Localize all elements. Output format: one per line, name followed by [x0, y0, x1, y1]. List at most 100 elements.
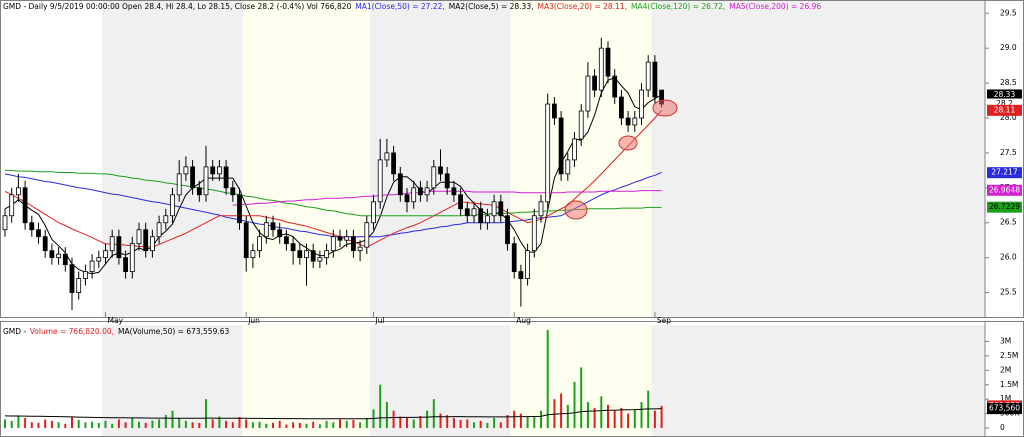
- candle-body: [471, 208, 477, 217]
- volume-bar: [104, 420, 107, 429]
- candle-body: [83, 271, 88, 279]
- volume-bar: [71, 416, 73, 429]
- legend-entry: MA5(Close,200) = 26.96: [729, 2, 821, 11]
- candle-body: [377, 159, 383, 203]
- volume-bar: [653, 410, 656, 429]
- candle-body: [196, 187, 202, 196]
- volume-bar: [352, 419, 355, 429]
- value-flag: [987, 98, 1022, 110]
- volume-bar: [506, 415, 509, 429]
- candle-body: [605, 47, 611, 77]
- candle-body: [257, 236, 263, 252]
- volume-bar: [640, 402, 643, 429]
- candle-body: [123, 257, 128, 273]
- y-tick-label: 0: [1000, 423, 1005, 432]
- candle-body: [518, 271, 524, 279]
- volume-bar: [452, 417, 455, 429]
- y-tick-label: 2.5M: [1000, 351, 1018, 360]
- candle-body: [598, 47, 604, 91]
- candle-body: [330, 236, 336, 252]
- volume-bar: [285, 424, 288, 429]
- candle-body: [15, 187, 21, 196]
- candle-body: [89, 260, 95, 273]
- volume-bar: [459, 419, 462, 429]
- background: [102, 0, 985, 437]
- candle-body: [337, 236, 343, 241]
- volume-bar: [238, 417, 241, 429]
- highlight-circle: [618, 135, 638, 151]
- volume-bar: [218, 416, 221, 429]
- volume-bar: [57, 422, 60, 429]
- candle-body: [283, 236, 289, 245]
- candle-body: [478, 208, 484, 224]
- candle-body: [619, 96, 624, 119]
- candle-body: [578, 110, 584, 140]
- volume-bar: [432, 399, 435, 429]
- y-tick-label: 26.5: [1000, 218, 1017, 227]
- volume-bar: [613, 410, 616, 429]
- volume-bar: [546, 329, 549, 429]
- volume-bar: [399, 416, 402, 429]
- volume-bar: [339, 419, 341, 429]
- y-tick-label: 1M: [1000, 394, 1011, 403]
- candle-body: [464, 208, 470, 217]
- volume-bar: [385, 402, 388, 429]
- candle-body: [176, 173, 182, 196]
- volume-bar: [392, 410, 395, 429]
- candle-body: [505, 215, 510, 245]
- volume-bar: [265, 423, 268, 429]
- y-tick-label: 25.5: [1000, 288, 1017, 297]
- candle-body: [585, 75, 591, 112]
- volume-bar: [607, 404, 609, 429]
- legend-entry: MA4(Close,120) = 26.72,: [631, 2, 725, 11]
- candle-body: [391, 152, 397, 175]
- volume-bar: [10, 420, 13, 429]
- volume-bar: [406, 417, 408, 429]
- volume-bar: [660, 405, 663, 429]
- candle-body: [103, 250, 108, 259]
- candle-body: [565, 159, 571, 175]
- legend-entry: MA(Volume,50) = 673,559.63: [118, 327, 229, 336]
- candle-body: [116, 236, 122, 259]
- candle-body: [56, 253, 61, 259]
- volume-bar: [586, 402, 589, 429]
- moving-average-line: [5, 169, 662, 217]
- value-flag: [987, 167, 1022, 179]
- volume-bar: [50, 420, 53, 429]
- volume-bar: [4, 419, 6, 429]
- volume-bar: [97, 422, 100, 429]
- volume-bar: [131, 417, 134, 429]
- highlight-circle: [652, 99, 678, 117]
- value-flag: [987, 89, 1022, 101]
- volume-bar: [305, 423, 308, 429]
- candle-body: [156, 222, 162, 238]
- chart-header: GMD - Volume = 766,820.00, MA(Volume,50) =…: [3, 327, 229, 336]
- volume-average-line: [4, 408, 662, 420]
- candle-body: [538, 201, 544, 217]
- candle-body: [384, 152, 390, 161]
- candle-body: [645, 61, 651, 91]
- value-flag-label: 26.9648: [989, 185, 1020, 194]
- y-tick-label: 27.5: [1000, 148, 1017, 157]
- volume-bar: [158, 419, 161, 429]
- volume-bar: [77, 419, 80, 429]
- candle-body: [632, 117, 638, 126]
- candle-body: [297, 250, 303, 259]
- candle-body: [223, 166, 229, 189]
- candle-body: [612, 75, 618, 98]
- volume-bar: [533, 416, 536, 429]
- candle-body: [511, 243, 517, 273]
- candle-body: [652, 61, 658, 98]
- candle-body: [290, 243, 296, 252]
- y-tick-label: 2M: [1000, 365, 1011, 374]
- value-flag: [987, 184, 1022, 196]
- candle-body: [431, 166, 437, 189]
- volume-bar: [178, 417, 181, 429]
- month-band: [510, 0, 652, 317]
- value-flag: [987, 201, 1022, 213]
- volume-bar: [439, 413, 442, 429]
- candle-body: [62, 253, 68, 266]
- volume-bar: [151, 420, 154, 429]
- x-tick-label: Aug: [516, 316, 531, 325]
